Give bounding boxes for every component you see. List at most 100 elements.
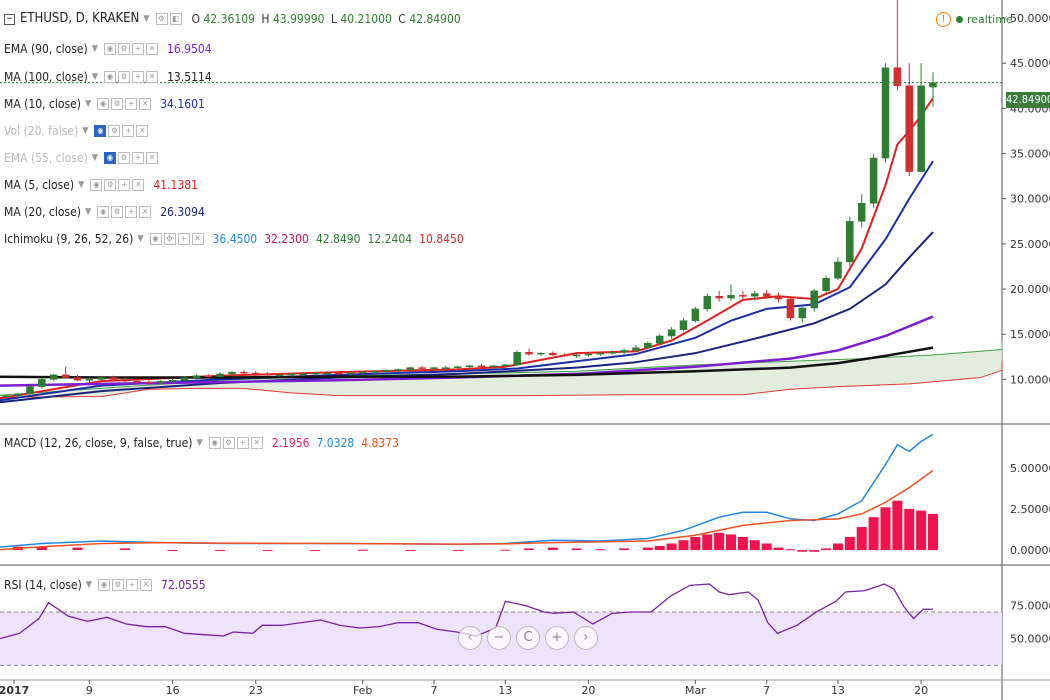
live-dot-icon: [956, 16, 963, 23]
indicator-label[interactable]: Vol (20, false): [4, 124, 79, 138]
rsi-settings-icon[interactable]: ⚙: [112, 579, 125, 591]
candle-body: [347, 372, 355, 375]
macd-hist-bar: [215, 550, 226, 552]
rsi-value: 72.0555: [161, 578, 206, 592]
visibility-icon[interactable]: ◉: [104, 43, 117, 55]
visibility-icon[interactable]: ◉: [149, 233, 162, 245]
add-icon[interactable]: +: [122, 125, 135, 137]
collapse-icon[interactable]: −: [4, 13, 15, 25]
add-icon[interactable]: +: [132, 71, 145, 83]
ichimoku-cloud: [0, 341, 1002, 398]
remove-icon[interactable]: ✕: [191, 233, 204, 245]
remove-icon[interactable]: ✕: [139, 206, 152, 218]
visibility-icon[interactable]: ◉: [97, 206, 110, 218]
add-icon[interactable]: +: [125, 206, 138, 218]
macd-settings-icon[interactable]: ⚙: [222, 437, 235, 449]
remove-icon[interactable]: ✕: [146, 152, 159, 164]
candle-body: [228, 371, 236, 375]
remove-icon[interactable]: ✕: [146, 43, 159, 55]
remove-icon[interactable]: ✕: [132, 179, 145, 191]
ohlc-readout: O 42.36109 H 43.99990 L 40.21000 C 42.84…: [191, 12, 461, 26]
indicator-dropdown-icon[interactable]: ▼: [84, 99, 92, 109]
indicator-label[interactable]: MA (100, close): [4, 70, 88, 84]
macd-dropdown-icon[interactable]: ▼: [196, 438, 203, 448]
rsi-remove-icon[interactable]: ✕: [140, 579, 153, 591]
indicator-dropdown-icon[interactable]: ▼: [84, 207, 92, 217]
indicator-label[interactable]: EMA (55, close): [4, 151, 88, 165]
visibility-icon[interactable]: ◉: [94, 125, 107, 137]
macd-remove-icon[interactable]: ✕: [250, 437, 263, 449]
settings-icon[interactable]: ⚙: [111, 206, 124, 218]
indicator-dropdown-icon[interactable]: ▼: [91, 72, 99, 82]
indicator-dropdown-icon[interactable]: ▼: [91, 153, 99, 163]
indicator-label[interactable]: MA (20, close): [4, 205, 81, 219]
indicator-dropdown-icon[interactable]: ▼: [78, 180, 85, 190]
candle-body: [358, 371, 367, 374]
candle-body: [145, 381, 153, 384]
indicator-label[interactable]: MA (10, close): [4, 97, 81, 111]
remove-icon[interactable]: ✕: [146, 71, 159, 83]
price-tick-label: 35.00000: [1010, 148, 1050, 161]
candle-body: [501, 364, 510, 367]
rsi-label[interactable]: RSI (14, close): [4, 578, 82, 592]
indicator-dropdown-icon[interactable]: ▼: [137, 234, 144, 244]
macd-visible-icon[interactable]: ◉: [208, 437, 221, 449]
macd-hist-bar: [500, 549, 511, 551]
alert-icon[interactable]: !: [936, 12, 951, 27]
indicator-label[interactable]: EMA (90, close): [4, 42, 88, 56]
indicator-row: MA (10, close) ▼ ◉ ⚙ + ✕ 34.1601: [4, 97, 205, 111]
candle-body: [192, 375, 201, 378]
settings-icon[interactable]: ⚙: [155, 13, 168, 25]
candle-body: [73, 377, 82, 381]
add-icon[interactable]: +: [132, 43, 145, 55]
candle-body: [703, 296, 711, 310]
scroll-left-icon[interactable]: ‹: [458, 626, 482, 650]
time-tick-label: 13: [831, 684, 845, 697]
time-tick-label: 7: [430, 684, 437, 697]
remove-icon[interactable]: ✕: [136, 125, 149, 137]
candle-body: [608, 352, 616, 354]
rsi-visible-icon[interactable]: ◉: [98, 579, 111, 591]
settings-icon[interactable]: ⚙: [118, 71, 131, 83]
indicator-dropdown-icon[interactable]: ▼: [82, 126, 89, 136]
add-icon[interactable]: +: [132, 152, 145, 164]
visibility-icon[interactable]: ◉: [104, 152, 117, 164]
macd-add-icon[interactable]: +: [236, 437, 249, 449]
add-icon[interactable]: +: [177, 233, 190, 245]
visibility-icon[interactable]: ◉: [97, 98, 110, 110]
macd-hist-bar: [72, 547, 83, 551]
scroll-right-icon[interactable]: ›: [574, 626, 598, 650]
remove-icon[interactable]: ✕: [139, 98, 152, 110]
indicator-label[interactable]: Ichimoku (9, 26, 52, 26): [4, 232, 134, 246]
settings-icon[interactable]: ⚙: [104, 179, 117, 191]
add-icon[interactable]: +: [118, 179, 131, 191]
indicator-dropdown-icon[interactable]: ▼: [91, 44, 99, 54]
rsi-add-icon[interactable]: +: [126, 579, 139, 591]
reset-icon[interactable]: C: [516, 626, 540, 650]
candle-body: [465, 365, 474, 368]
symbol-title[interactable]: ETHUSD, D, KRAKEN: [20, 11, 140, 26]
symbol-dropdown-icon[interactable]: ▼: [143, 14, 150, 24]
macd-hist-bar: [547, 547, 558, 551]
settings-icon[interactable]: ⚙: [111, 98, 124, 110]
indicator-value: 13.5114: [167, 70, 212, 84]
settings-icon[interactable]: ⚙: [163, 233, 176, 245]
zoom-in-icon[interactable]: +: [545, 626, 569, 650]
settings-icon[interactable]: ⚙: [118, 43, 131, 55]
price-tick-label: 10.00000: [1010, 373, 1050, 386]
rsi-dropdown-icon[interactable]: ▼: [85, 580, 93, 590]
visibility-icon[interactable]: ◉: [90, 179, 103, 191]
settings-icon[interactable]: ⚙: [118, 152, 131, 164]
macd-label[interactable]: MACD (12, 26, close, 9, false, true): [4, 436, 193, 450]
macd-hist-bar: [120, 548, 131, 551]
settings-icon[interactable]: ⚙: [108, 125, 121, 137]
add-icon[interactable]: +: [125, 98, 138, 110]
macd-hist-bar: [595, 549, 606, 551]
indicator-label[interactable]: MA (5, close): [4, 178, 75, 192]
zoom-out-icon[interactable]: −: [487, 626, 511, 650]
candle-body: [893, 67, 902, 87]
macd-hist-bar: [773, 547, 784, 551]
candle-body: [121, 379, 129, 382]
format-icon[interactable]: ◧: [169, 13, 182, 25]
visibility-icon[interactable]: ◉: [104, 71, 117, 83]
